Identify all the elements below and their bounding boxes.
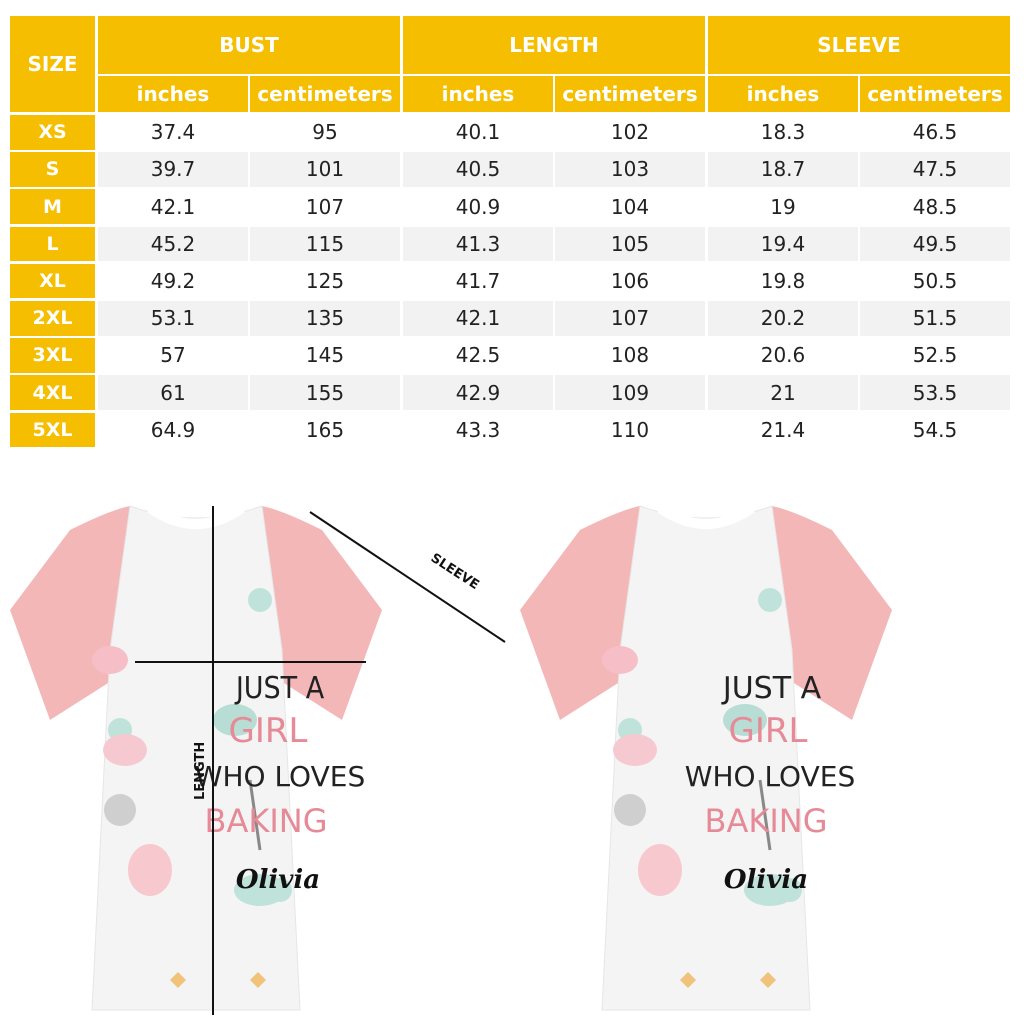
- value-cell: 45.2: [98, 226, 248, 262]
- design-line: JUST A: [721, 671, 822, 706]
- value-cell: 41.7: [455, 269, 501, 294]
- value-cell: 51.5: [860, 301, 1010, 336]
- value-cell: 39.7: [98, 152, 248, 187]
- value-cell: 64.9: [150, 417, 196, 442]
- design-line: BAKING: [705, 802, 828, 840]
- value-cell: 40.1: [455, 120, 501, 145]
- value-cell: 54.5: [912, 417, 958, 442]
- value-cell: 53.5: [860, 375, 1010, 410]
- design-line: GIRL: [229, 711, 308, 751]
- unit-header: centimeters: [250, 76, 400, 112]
- design-line: JUST A: [234, 671, 325, 706]
- value-cell: 42.5: [455, 343, 501, 368]
- value-cell: 53.1: [98, 301, 248, 336]
- value-cell: 19.4: [708, 226, 858, 262]
- value-cell: 101: [250, 152, 400, 187]
- value-cell: 95: [312, 120, 338, 145]
- unit-header: centimeters: [860, 76, 1010, 112]
- size-cell: XL: [10, 263, 95, 299]
- value-cell: 145: [305, 343, 345, 368]
- size-cell: XS: [10, 115, 95, 150]
- size-cell: 4XL: [10, 375, 95, 410]
- value-cell: 21: [708, 375, 858, 410]
- value-cell: 43.3: [455, 417, 501, 442]
- value-cell: 42.1: [150, 194, 196, 219]
- value-cell: 40.5: [403, 152, 553, 187]
- value-cell: 20.2: [708, 301, 858, 336]
- value-cell: 165: [305, 417, 345, 442]
- shirt-design-text: JUST A GIRL WHO LOVES BAKING Olivia: [195, 671, 365, 895]
- value-cell: 37.4: [150, 120, 196, 145]
- value-cell: 48.5: [912, 194, 958, 219]
- value-cell: 49.2: [150, 269, 196, 294]
- value-cell: 125: [305, 269, 345, 294]
- value-cell: 47.5: [860, 152, 1010, 187]
- value-cell: 57: [160, 343, 186, 368]
- shirt-with-measurements: JUST A GIRL WHO LOVES BAKING Olivia SLEE…: [10, 506, 506, 1015]
- length-label: LENGTH: [193, 742, 208, 800]
- value-cell: 40.9: [455, 194, 501, 219]
- size-cell: 2XL: [10, 301, 95, 336]
- sleeve-label: SLEEVE: [428, 551, 482, 593]
- value-cell: 21.4: [760, 417, 806, 442]
- value-cell: 109: [555, 375, 705, 410]
- value-cell: 107: [305, 194, 345, 219]
- value-cell: 106: [610, 269, 650, 294]
- value-cell: 19: [770, 194, 796, 219]
- value-cell: 105: [555, 226, 705, 262]
- unit-header: inches: [403, 76, 553, 112]
- value-cell: 135: [250, 301, 400, 336]
- value-cell: 61: [98, 375, 248, 410]
- size-header: SIZE: [10, 16, 95, 112]
- personal-name: Olivia: [236, 865, 320, 895]
- personal-name: Olivia: [724, 865, 808, 895]
- size-cell: 3XL: [10, 338, 95, 373]
- value-cell: 102: [610, 120, 650, 145]
- value-cell: 42.9: [403, 375, 553, 410]
- value-cell: 110: [610, 417, 650, 442]
- group-header: BUST: [98, 16, 400, 74]
- value-cell: 108: [610, 343, 650, 368]
- value-cell: 20.6: [760, 343, 806, 368]
- value-cell: 115: [250, 226, 400, 262]
- value-cell: 50.5: [912, 269, 958, 294]
- design-line: WHO LOVES: [195, 760, 365, 793]
- value-cell: 49.5: [860, 226, 1010, 262]
- value-cell: 103: [555, 152, 705, 187]
- shirt-plain: JUST A GIRL WHO LOVES BAKING Olivia: [520, 506, 892, 1010]
- size-cell: S: [10, 152, 95, 187]
- value-cell: 155: [250, 375, 400, 410]
- unit-header: inches: [708, 76, 858, 112]
- shirt-illustrations: JUST A GIRL WHO LOVES BAKING Olivia SLEE…: [0, 470, 1024, 1015]
- unit-header: centimeters: [555, 76, 705, 112]
- group-header: SLEEVE: [708, 16, 1010, 74]
- value-cell: 18.3: [760, 120, 806, 145]
- design-line: GIRL: [729, 711, 808, 751]
- value-cell: 107: [555, 301, 705, 336]
- group-header: LENGTH: [403, 16, 705, 74]
- value-cell: 19.8: [760, 269, 806, 294]
- size-cell: 5XL: [10, 412, 95, 448]
- value-cell: 41.3: [403, 226, 553, 262]
- value-cell: 18.7: [708, 152, 858, 187]
- unit-header: inches: [98, 76, 248, 112]
- size-cell: M: [10, 189, 95, 224]
- value-cell: 52.5: [912, 343, 958, 368]
- size-cell: L: [10, 226, 95, 262]
- value-cell: 46.5: [912, 120, 958, 145]
- design-line: WHO LOVES: [685, 760, 855, 793]
- value-cell: 42.1: [403, 301, 553, 336]
- design-line: BAKING: [205, 802, 328, 840]
- value-cell: 104: [610, 194, 650, 219]
